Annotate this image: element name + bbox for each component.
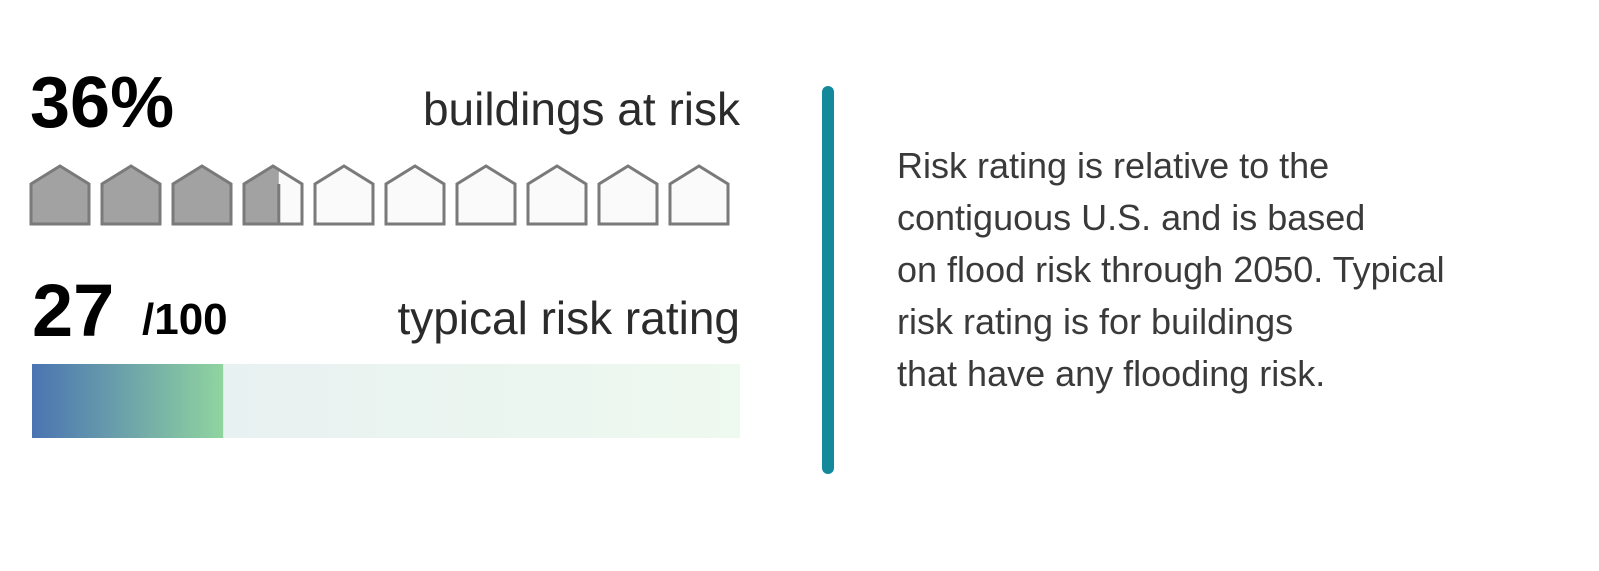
house (171, 164, 233, 226)
house (100, 164, 162, 226)
house (597, 164, 659, 226)
rating-label: typical risk rating (397, 292, 740, 344)
house-fill (31, 166, 89, 224)
note-line: Risk rating is relative to the (897, 145, 1329, 186)
house-fill (244, 166, 279, 224)
house-row (29, 164, 730, 226)
house-outline (457, 166, 515, 224)
house (29, 164, 91, 226)
note: Risk rating is relative to the contiguous… (897, 145, 1445, 394)
house-fill (173, 166, 231, 224)
house (384, 164, 446, 226)
buildings-value: 36% (30, 63, 174, 143)
house-outline (315, 166, 373, 224)
note-line: on flood risk through 2050. Typical (897, 249, 1445, 290)
house (455, 164, 517, 226)
house (242, 164, 304, 226)
buildings-label: buildings at risk (423, 83, 741, 135)
note-line: that have any flooding risk. (897, 353, 1325, 394)
house-fill (102, 166, 160, 224)
house-outline (670, 166, 728, 224)
rating-scale: /100 (142, 295, 228, 344)
rating-bar (32, 364, 224, 438)
house (668, 164, 730, 226)
note-line: risk rating is for buildings (897, 301, 1293, 342)
house (313, 164, 375, 226)
rating-value: 27 (32, 269, 114, 352)
house-outline (528, 166, 586, 224)
house (526, 164, 588, 226)
house-outline (599, 166, 657, 224)
house-outline (386, 166, 444, 224)
note-line: contiguous U.S. and is based (897, 197, 1365, 238)
